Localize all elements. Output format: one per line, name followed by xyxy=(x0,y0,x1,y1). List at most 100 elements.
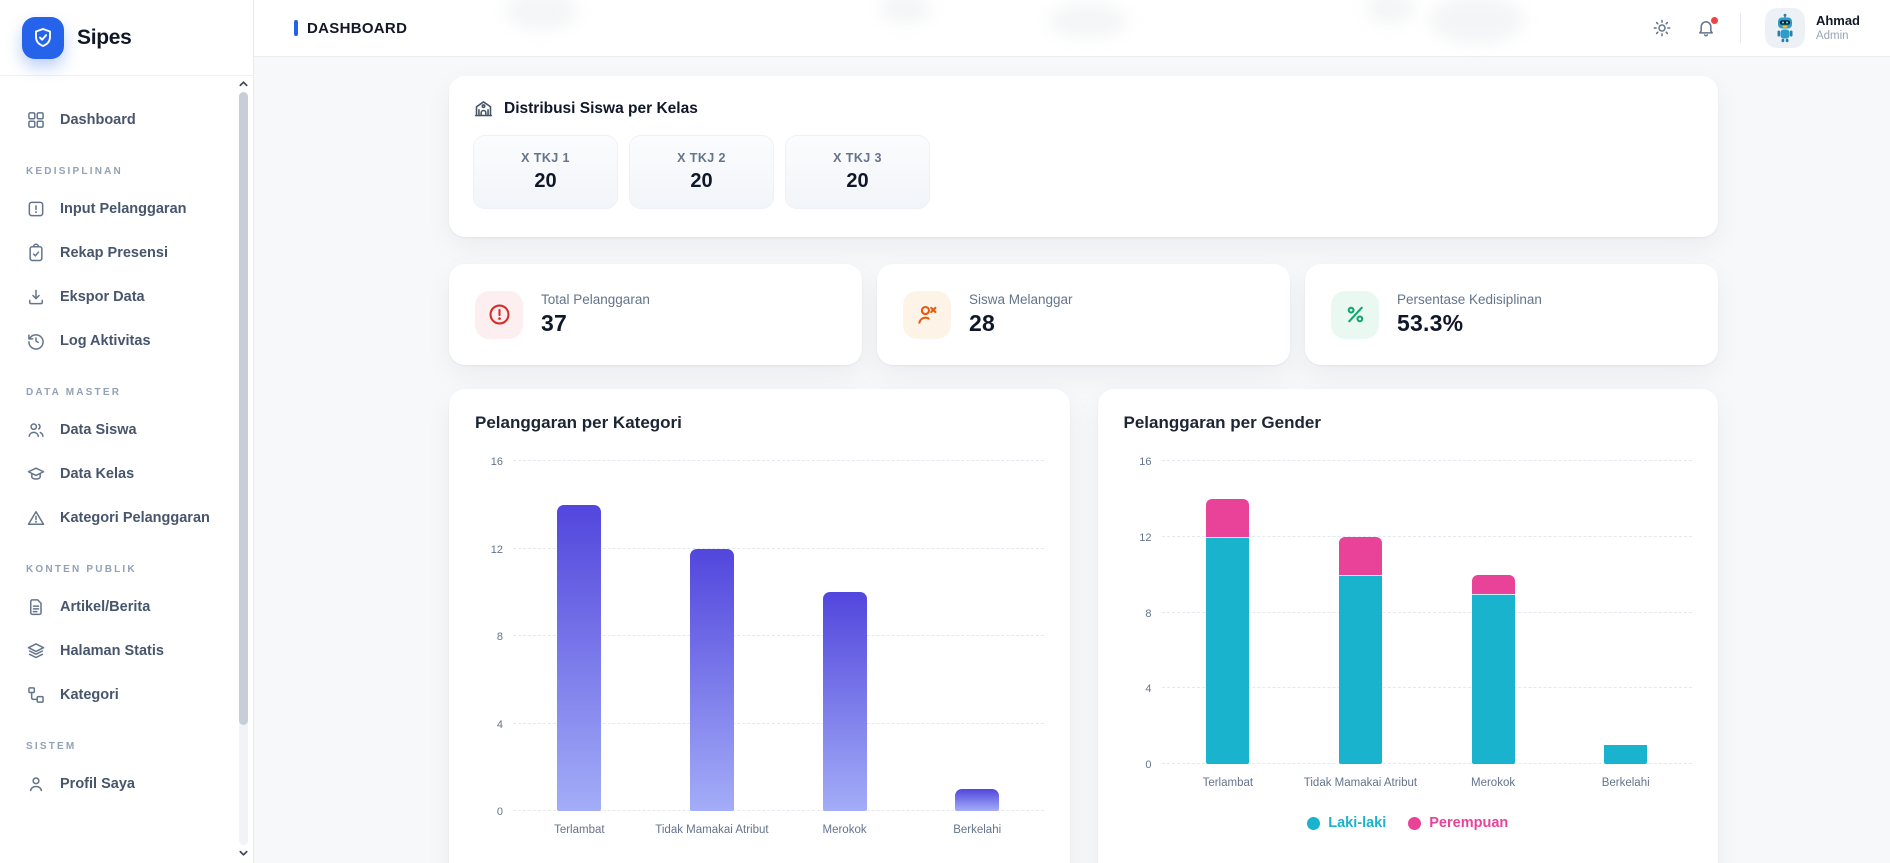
sidebar-item-label: Data Siswa xyxy=(60,422,137,438)
bar-Tidak Mamakai Atribut xyxy=(689,548,734,811)
stat-value: 53.3% xyxy=(1397,310,1464,336)
sidebar-item-data-siswa[interactable]: Data Siswa xyxy=(14,408,239,452)
sidebar-item-label: Data Kelas xyxy=(60,466,135,482)
bar-segment-Laki-laki xyxy=(1338,574,1382,764)
blur-artifact xyxy=(1429,0,1524,44)
x-tick-label: Merokok xyxy=(1471,777,1516,789)
stacked-bar-chart-plot: 0 4 8 12 16 xyxy=(1139,456,1693,771)
user-x-icon xyxy=(903,290,951,339)
class-distribution-card: Distribusi Siswa per Kelas X TKJ 1 20 X … xyxy=(449,76,1718,237)
x-axis-labels: Terlambat Tidak Mamakai Atribut Merokok Ber… xyxy=(513,824,1044,836)
gridline xyxy=(1161,687,1692,689)
scroll-up-icon[interactable] xyxy=(238,78,249,90)
top-bar: DASHBOARD xyxy=(254,0,1890,57)
user-menu[interactable]: Ahmad Admin xyxy=(1764,8,1860,48)
bar-slot xyxy=(1427,461,1560,764)
alert-square-icon xyxy=(28,201,44,217)
y-tick-label: 4 xyxy=(1145,683,1152,696)
sidebar-item-ekspor-data[interactable]: Ekspor Data xyxy=(14,275,239,319)
y-tick-label: 12 xyxy=(490,543,503,556)
sidebar-item-artikel-berita[interactable]: Artikel/Berita xyxy=(14,585,239,629)
stat-card-siswa-melanggar: Siswa Melanggar 28 xyxy=(877,264,1290,365)
y-tick-label: 0 xyxy=(1145,759,1152,771)
bars xyxy=(1162,461,1693,764)
bars xyxy=(513,461,1044,811)
x-tick-label: Terlambat xyxy=(554,824,605,836)
stat-label: Total Pelanggaran xyxy=(541,292,650,307)
y-tick-label: 4 xyxy=(496,718,503,731)
gridline xyxy=(513,635,1044,636)
chart-title: Pelanggaran per Kategori xyxy=(475,413,682,432)
sidebar-item-label: Artikel/Berita xyxy=(60,599,151,615)
shield-check-icon xyxy=(22,16,64,59)
scroll-down-icon[interactable] xyxy=(238,847,249,859)
main-area: DASHBOARD xyxy=(254,0,1890,863)
layers-icon xyxy=(27,643,45,659)
legend-item-Laki-laki: Laki-laki xyxy=(1307,815,1386,831)
alert-circle-icon xyxy=(475,290,523,339)
class-count: 20 xyxy=(846,170,869,192)
bar-Terlambat xyxy=(557,504,602,811)
class-tiles: X TKJ 1 20 X TKJ 2 20 X TKJ 3 20 xyxy=(473,135,1694,209)
class-count: 20 xyxy=(690,170,713,192)
sidebar-item-profil-saya[interactable]: Profil Saya xyxy=(14,762,239,806)
bar-Merokok xyxy=(822,592,867,811)
sidebar-item-halaman-statis[interactable]: Halaman Statis xyxy=(14,629,239,673)
school-icon xyxy=(474,101,493,117)
charts-row: Pelanggaran per Kategori 0 4 8 12 16 Terlamb… xyxy=(449,389,1718,863)
stacked-bar-Berkelahi xyxy=(1604,461,1648,764)
scrollbar-thumb[interactable] xyxy=(239,92,248,725)
x-tick-label: Tidak Mamakai Atribut xyxy=(655,824,769,836)
gridline xyxy=(1161,535,1692,537)
class-name: X TKJ 3 xyxy=(833,151,882,165)
bell-icon xyxy=(1699,21,1713,37)
sidebar-item-label: Dashboard xyxy=(60,112,136,128)
sidebar-item-input-pelanggaran[interactable]: Input Pelanggaran xyxy=(14,187,239,231)
scrollbar-track[interactable] xyxy=(239,92,248,845)
stat-card-persentase-kedisiplinan: Persentase Kedisiplinan 53.3% xyxy=(1305,264,1718,365)
x-tick-label: Tidak Mamakai Atribut xyxy=(1303,777,1418,789)
user-name: Ahmad xyxy=(1815,12,1860,28)
sidebar-item-label: Kategori xyxy=(60,687,119,703)
theme-toggle-button[interactable] xyxy=(1652,18,1672,38)
bar-segment-Perempuan xyxy=(1206,498,1250,537)
sidebar-item-log-aktivitas[interactable]: Log Aktivitas xyxy=(14,319,239,363)
sidebar-item-label: Profil Saya xyxy=(60,776,135,792)
sidebar-item-label: Ekspor Data xyxy=(60,289,145,305)
divider xyxy=(1739,13,1741,43)
graduation-cap-icon xyxy=(27,467,45,480)
sidebar-item-label: Input Pelanggaran xyxy=(60,201,187,217)
sidebar-item-kategori-pelanggaran[interactable]: Kategori Pelanggaran xyxy=(14,496,239,540)
stacked-bar-Merokok xyxy=(1471,461,1515,764)
x-axis-labels: Terlambat Tidak Mamakai Atribut Merokok Ber… xyxy=(1162,777,1693,789)
file-text-icon xyxy=(30,599,42,616)
stat-label: Persentase Kedisiplinan xyxy=(1397,292,1542,307)
sidebar-item-dashboard[interactable]: Dashboard xyxy=(14,98,239,142)
x-tick-label: Berkelahi xyxy=(953,824,1002,836)
legend-dot xyxy=(1408,816,1422,830)
class-name: X TKJ 2 xyxy=(677,151,726,165)
legend-label: Laki-laki xyxy=(1328,815,1387,831)
app-name: Sipes xyxy=(77,25,132,49)
sidebar-item-label: Halaman Statis xyxy=(60,643,164,659)
class-tile: X TKJ 3 20 xyxy=(785,135,930,209)
clipboard-check-icon xyxy=(29,243,43,262)
alert-triangle-icon xyxy=(27,511,45,525)
bar-slot xyxy=(1294,461,1427,764)
nav-section-data-master: DATA MASTER xyxy=(26,387,122,398)
gridline xyxy=(1161,460,1692,461)
sidebar: Sipes Dashboard KEDISIPLINAN Input Pelan… xyxy=(0,0,254,863)
bar-slot xyxy=(911,461,1044,811)
card-title: Distribusi Siswa per Kelas xyxy=(504,99,698,117)
sidebar-item-label: Kategori Pelanggaran xyxy=(60,510,210,526)
users-icon xyxy=(28,423,44,437)
stacked-bar-Tidak Mamakai Atribut xyxy=(1338,461,1382,764)
notifications-button[interactable] xyxy=(1696,17,1718,38)
sidebar-item-data-kelas[interactable]: Data Kelas xyxy=(14,452,239,496)
sidebar-item-kategori[interactable]: Kategori xyxy=(14,673,239,717)
sidebar-item-rekap-presensi[interactable]: Rekap Presensi xyxy=(14,231,239,275)
user-icon xyxy=(29,777,43,792)
sun-icon xyxy=(1653,19,1671,37)
gridline xyxy=(513,810,1044,811)
app-logo[interactable]: Sipes xyxy=(0,0,253,76)
